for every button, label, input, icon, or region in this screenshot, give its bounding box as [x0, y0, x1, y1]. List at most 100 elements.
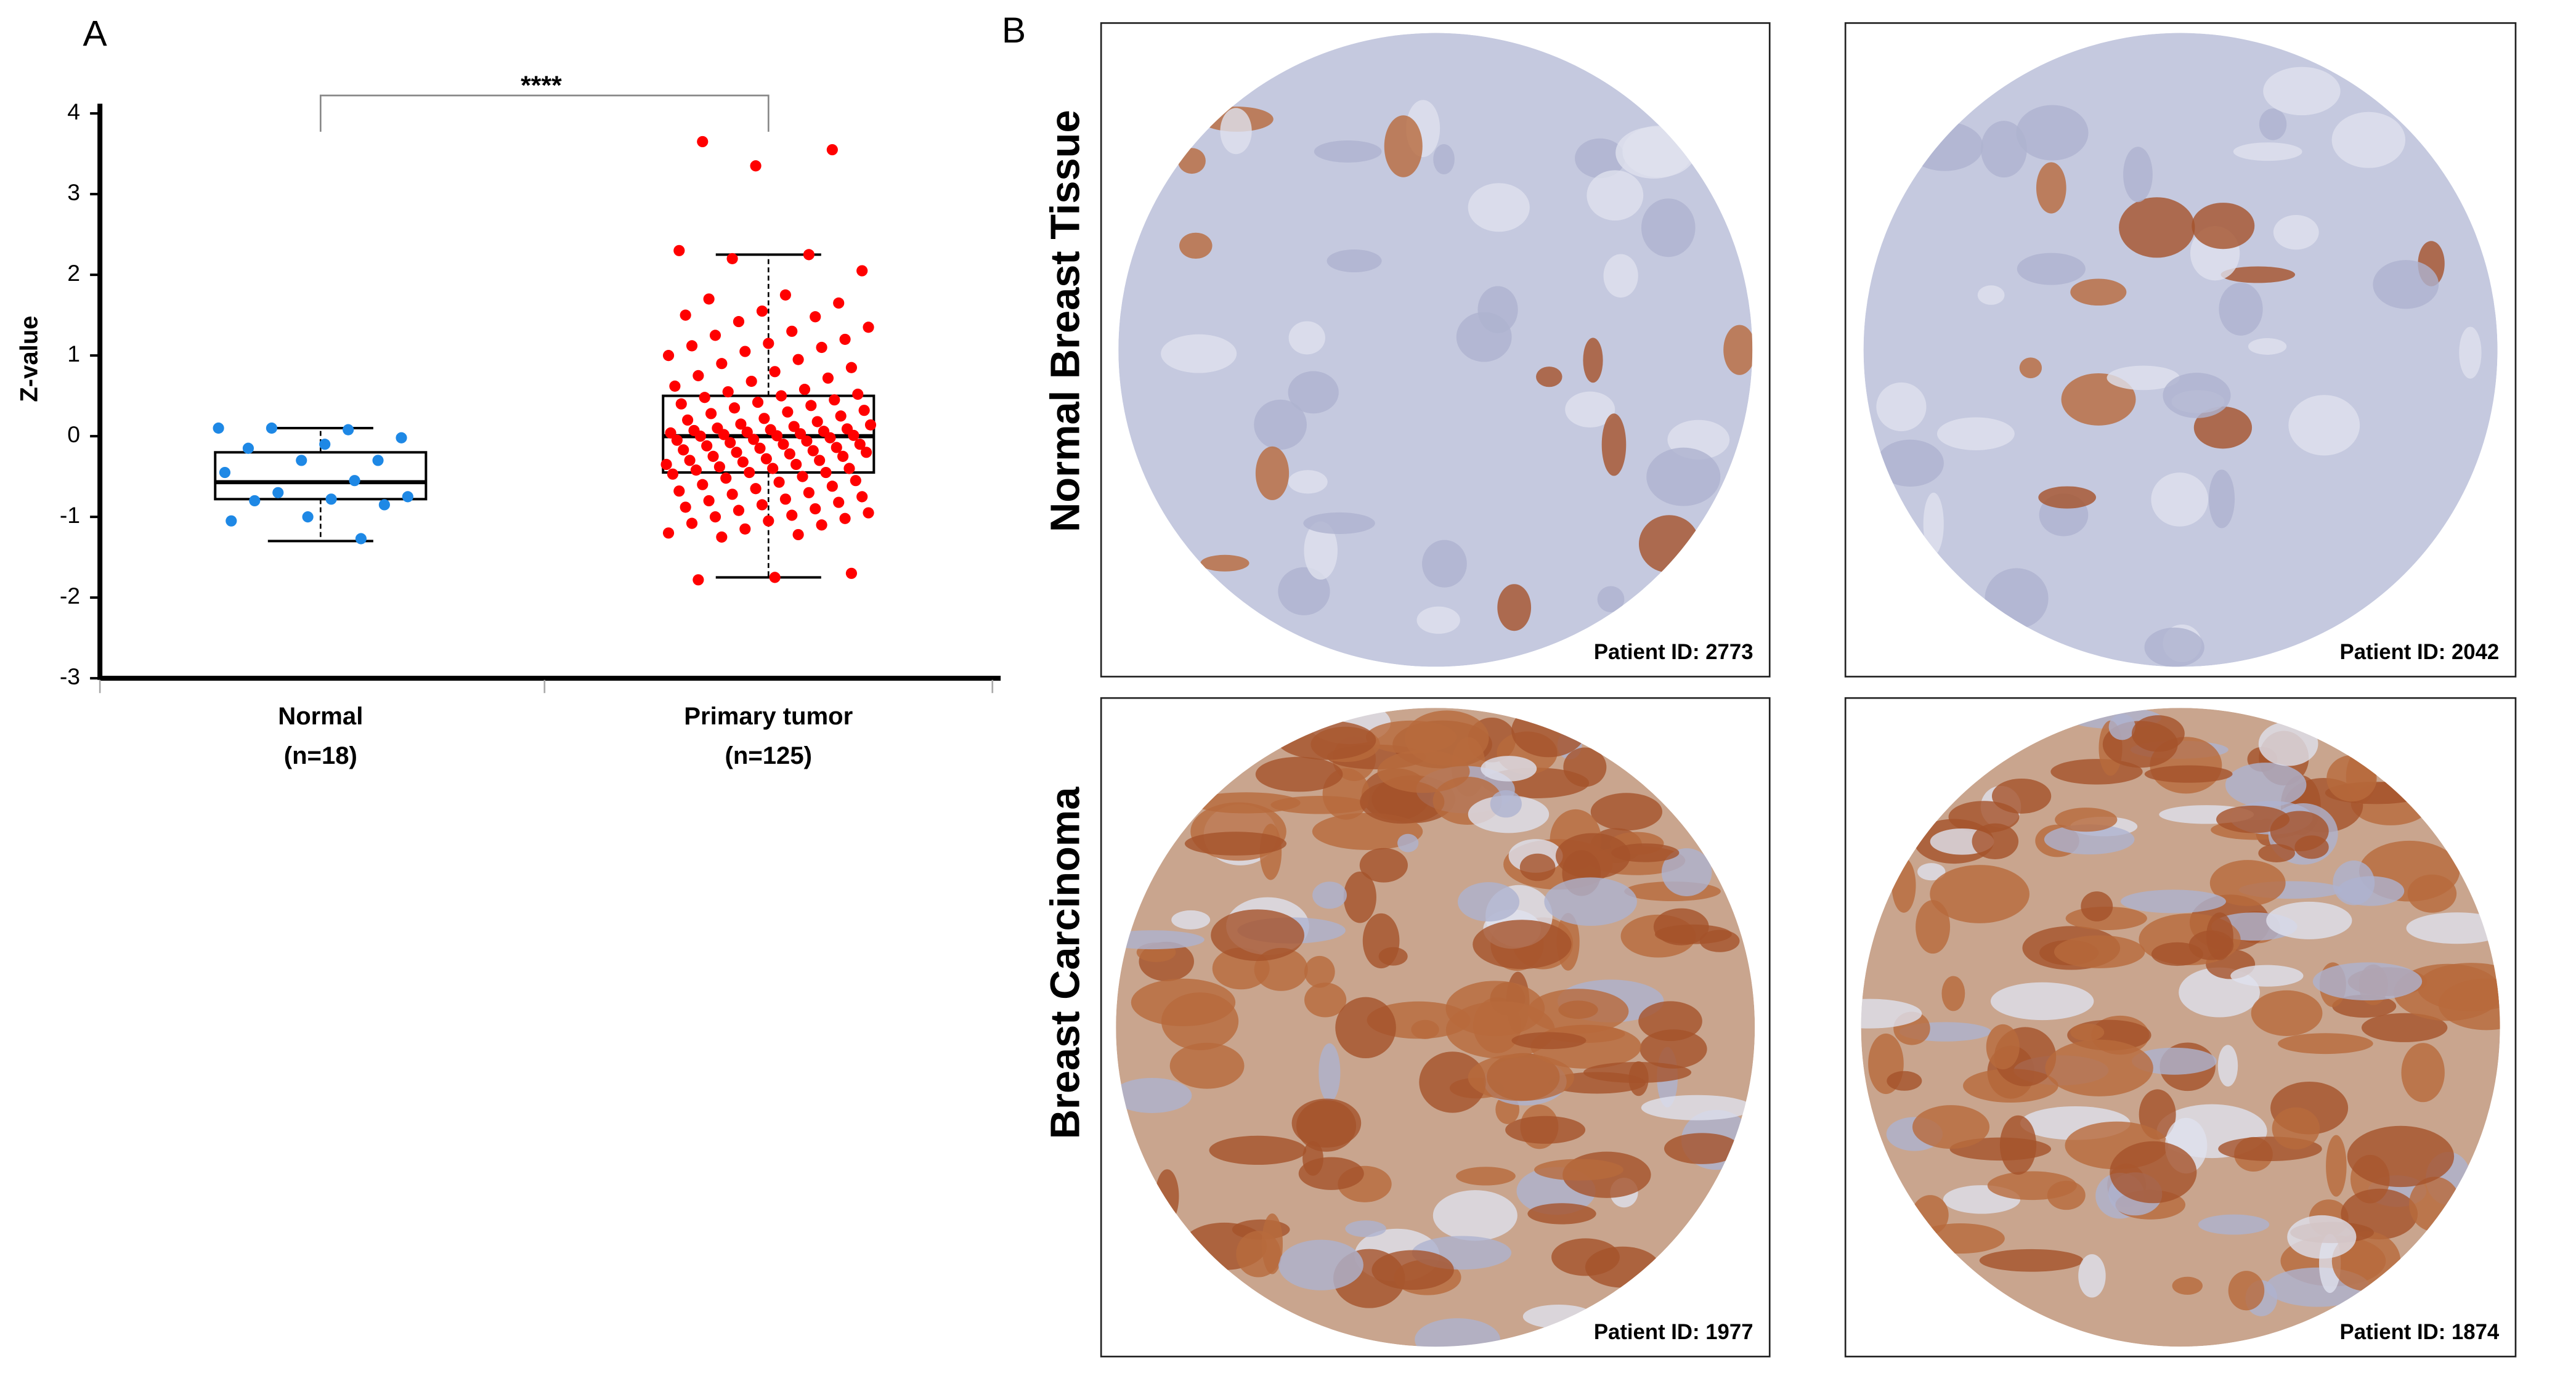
- data-point: [858, 405, 870, 416]
- data-point: [296, 455, 307, 466]
- tissue-blob: [1318, 1043, 1341, 1102]
- data-point: [675, 398, 687, 410]
- tissue-core: [1863, 33, 2498, 667]
- y-tick-label: -3: [60, 663, 80, 689]
- tissue-blob: [1255, 756, 1343, 792]
- y-tick-label: 0: [67, 421, 80, 447]
- data-point: [720, 472, 732, 484]
- tissue-blob: [2361, 1013, 2448, 1042]
- data-point: [835, 410, 847, 422]
- data-point: [850, 475, 861, 487]
- row-label: Breast Carcinoma: [1042, 787, 1088, 1140]
- data-point: [792, 529, 804, 541]
- data-point: [864, 419, 877, 431]
- tissue-blob: [2217, 1045, 2238, 1087]
- tissue-blob: [1397, 833, 1419, 853]
- tissue-blob: [1179, 232, 1213, 259]
- data-point: [826, 144, 838, 156]
- tissue-blob: [2407, 874, 2457, 913]
- tissue-blob: [1981, 121, 2027, 178]
- data-point: [686, 517, 698, 529]
- tissue-blob: [1278, 567, 1330, 615]
- tissue-blob: [1511, 1032, 1587, 1050]
- tissue-blob: [2078, 1254, 2106, 1298]
- data-point: [786, 509, 798, 521]
- y-tick-label: 1: [67, 341, 80, 367]
- data-point: [249, 495, 261, 507]
- tissue-blob: [1304, 982, 1347, 1018]
- tissue-blob: [1304, 521, 1338, 580]
- data-point: [760, 453, 772, 464]
- tissue-blob: [2266, 901, 2352, 939]
- tissue-blob: [2288, 395, 2360, 456]
- tissue-blob: [1371, 1250, 1454, 1290]
- data-point: [839, 333, 851, 346]
- tissue-blob: [1519, 853, 1556, 881]
- tissue-blob: [1917, 863, 1946, 881]
- data-point: [797, 471, 808, 482]
- tissue-blob: [2331, 111, 2406, 168]
- data-point: [669, 380, 681, 392]
- tissue-blob: [1405, 710, 1489, 766]
- data-point: [219, 466, 231, 479]
- panel-label: B: [1002, 10, 1026, 51]
- data-point: [845, 362, 857, 373]
- data-point: [833, 297, 845, 309]
- data-point: [788, 421, 800, 432]
- tissue-blob: [2016, 105, 2089, 161]
- data-point: [769, 366, 781, 378]
- tissue-blob: [1887, 1071, 1922, 1091]
- data-point: [739, 523, 751, 535]
- data-point: [810, 311, 821, 323]
- tissue-blob: [1378, 947, 1408, 966]
- tissue-blob: [2151, 472, 2209, 527]
- data-point: [718, 429, 729, 440]
- data-point: [744, 466, 755, 479]
- data-point: [798, 384, 811, 395]
- data-point: [741, 426, 753, 438]
- tissue-blob: [1432, 1190, 1518, 1241]
- data-point: [325, 493, 337, 505]
- data-point: [816, 519, 827, 531]
- tissue-blob: [2017, 253, 2086, 285]
- data-point: [355, 533, 367, 545]
- tissue-blob: [2209, 860, 2286, 907]
- data-point: [779, 493, 791, 505]
- data-point: [725, 437, 736, 448]
- data-point: [752, 397, 764, 408]
- tissue-core: [1116, 708, 1755, 1347]
- image-caption: Patient ID: 2042: [2340, 641, 2500, 664]
- tissue-blob: [1646, 447, 1721, 506]
- tissue-core: [1118, 33, 1753, 667]
- tissue-blob: [2273, 214, 2319, 250]
- data-point: [775, 390, 787, 402]
- data-point: [728, 402, 741, 414]
- data-point: [733, 504, 745, 516]
- data-point: [824, 432, 836, 443]
- y-tick-label: 2: [67, 260, 80, 286]
- data-point: [716, 358, 728, 370]
- x-tick-note: (n=18): [284, 742, 357, 769]
- data-point: [839, 512, 851, 524]
- data-point: [814, 455, 826, 466]
- data-point: [682, 414, 694, 426]
- tissue-blob: [2131, 715, 2185, 752]
- tissue-blob: [2459, 326, 2482, 379]
- tissue-blob: [1327, 249, 1382, 273]
- tissue-blob: [2258, 721, 2318, 766]
- tissue-blob: [1534, 1159, 1623, 1181]
- data-point: [807, 445, 819, 456]
- y-tick-label: -1: [60, 502, 80, 528]
- tissue-blob: [1661, 848, 1712, 897]
- data-point: [226, 515, 237, 527]
- tissue-blob: [2263, 67, 2341, 116]
- data-point: [758, 413, 770, 424]
- tissue-blob: [1209, 1135, 1307, 1165]
- data-point: [709, 511, 721, 523]
- data-point: [854, 439, 866, 450]
- tissue-blob: [1419, 1051, 1486, 1113]
- tissue-blob: [2054, 935, 2145, 968]
- tissue-blob: [1335, 997, 1396, 1059]
- tissue-blob: [1916, 900, 1951, 954]
